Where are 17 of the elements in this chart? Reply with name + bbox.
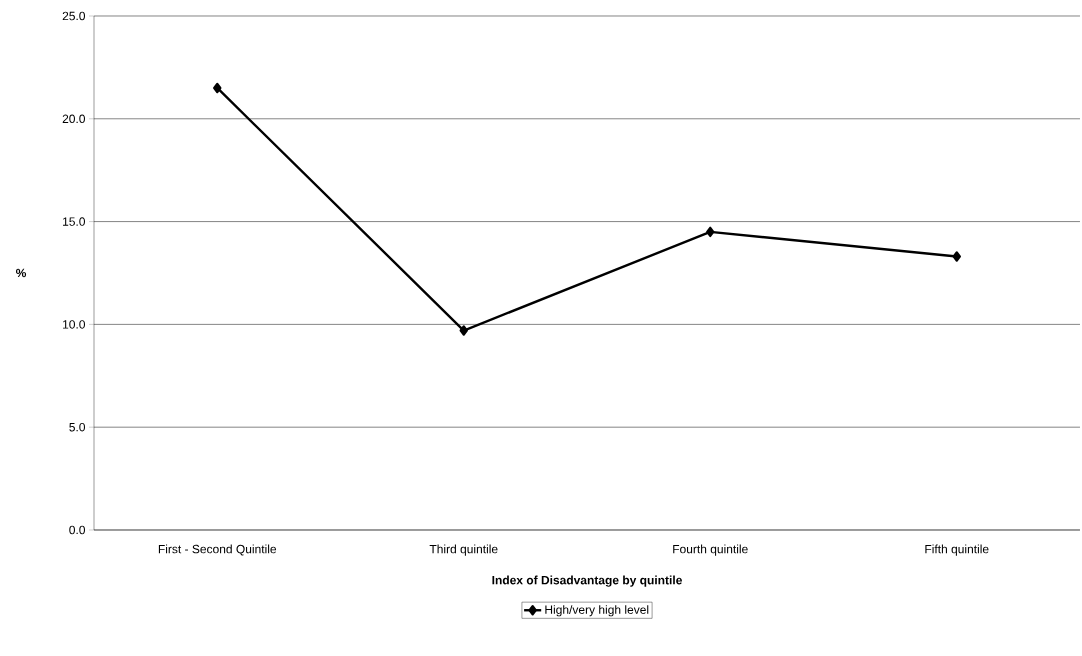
- x-axis-title: Index of Disadvantage by quintile: [492, 575, 682, 587]
- x-tick-label: Third quintile: [429, 544, 498, 556]
- point: [706, 226, 715, 238]
- point: [952, 251, 961, 262]
- y-tick-label: 25.0: [62, 11, 86, 21]
- y-tick-label: 10.0: [63, 320, 86, 329]
- x-tick-label: Fifth quintile: [925, 544, 989, 556]
- point: [459, 325, 468, 336]
- y-tick-label: 20.0: [62, 114, 86, 124]
- y-tick-label: 5.0: [69, 422, 86, 432]
- y-axis-title: %: [16, 268, 27, 278]
- legend-label: High/very high level: [545, 605, 649, 617]
- x-tick-label: Fourth quintile: [673, 544, 748, 556]
- y-tick-label: 15.0: [63, 217, 86, 226]
- point: [213, 82, 222, 94]
- x-tick-label: First - Second Quintile: [158, 544, 277, 556]
- y-tick-label: 0.0: [69, 525, 86, 535]
